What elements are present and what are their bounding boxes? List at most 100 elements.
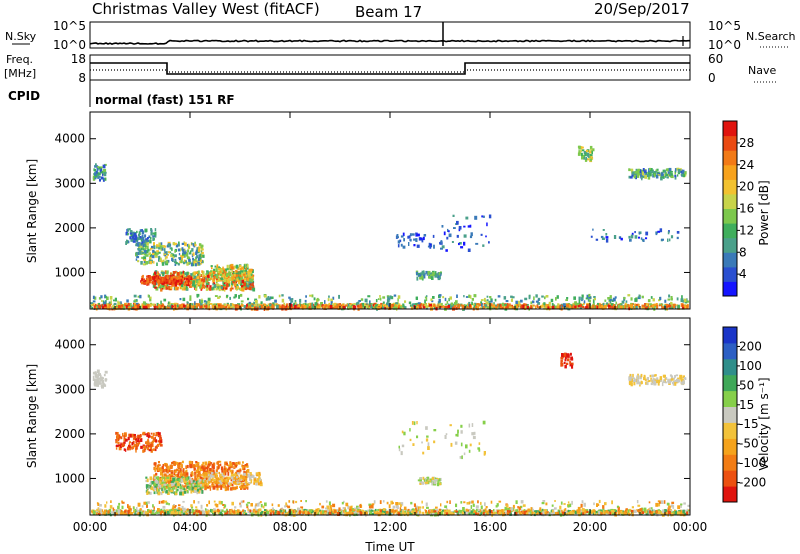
data-cell: [186, 271, 189, 275]
data-cell: [242, 500, 245, 503]
data-cell: [265, 298, 268, 301]
data-cell: [158, 511, 161, 514]
data-cell: [127, 240, 130, 244]
site-title: Christmas Valley West (fitACF): [92, 0, 320, 18]
data-cell: [93, 305, 96, 310]
data-cell: [505, 300, 509, 303]
data-cell: [456, 220, 459, 225]
data-cell: [283, 302, 286, 305]
data-cell: [409, 238, 412, 242]
data-cell: [160, 287, 163, 292]
data-cell: [189, 283, 192, 286]
data-cell: [147, 501, 150, 504]
data-cell: [195, 287, 198, 291]
data-cell: [141, 242, 144, 246]
data-cell: [178, 241, 180, 244]
data-cell: [674, 511, 676, 515]
data-cell: [264, 502, 267, 507]
data-cell: [255, 510, 258, 513]
data-cell: [373, 500, 376, 504]
data-cell: [132, 445, 135, 449]
data-cell: [99, 304, 102, 309]
data-cell: [415, 238, 418, 242]
data-cell: [524, 297, 528, 301]
data-cell: [641, 306, 645, 309]
data-cell: [137, 251, 140, 256]
data-cell: [151, 276, 154, 279]
data-cell: [441, 245, 445, 249]
data-cell: [202, 510, 206, 513]
data-cell: [367, 509, 371, 512]
data-cell: [661, 303, 663, 306]
data-cell: [231, 276, 235, 280]
data-cell: [380, 302, 382, 306]
data-cell: [602, 229, 605, 231]
data-cell: [546, 511, 549, 514]
data-cell: [165, 502, 169, 505]
data-cell: [251, 304, 254, 309]
data-cell: [631, 506, 634, 509]
data-cell: [174, 304, 176, 308]
data-cell: [222, 504, 225, 506]
data-cell: [545, 295, 549, 298]
data-cell: [598, 510, 600, 515]
data-cell: [326, 505, 329, 510]
data-cell: [95, 163, 97, 167]
data-cell: [510, 298, 513, 302]
data-cell: [159, 509, 163, 512]
data-cell: [400, 235, 404, 238]
data-cell: [144, 251, 147, 254]
data-cell: [514, 304, 517, 307]
data-cell: [432, 272, 435, 277]
data-cell: [451, 241, 454, 243]
freq-panel: Freq. [MHz] 18 8 60 0 Nave: [4, 52, 776, 85]
data-cell: [416, 271, 418, 276]
data-cell: [345, 502, 349, 507]
data-cell: [200, 249, 203, 254]
data-cell: [600, 510, 602, 513]
data-cell: [591, 511, 593, 514]
data-cell: [171, 247, 173, 251]
data-cell: [182, 278, 184, 282]
data-cell: [141, 236, 144, 240]
data-cell: [170, 512, 174, 516]
data-cell: [162, 305, 166, 308]
data-cell: [239, 267, 243, 271]
data-cell: [590, 235, 593, 238]
data-cell: [180, 508, 183, 511]
data-cell: [141, 278, 144, 281]
nsky-tick-top-left: 10^5: [53, 19, 86, 33]
data-cell: [109, 296, 113, 300]
data-cell: [538, 306, 540, 309]
data-cell: [410, 306, 414, 310]
data-cell: [247, 285, 250, 290]
data-cell: [204, 285, 207, 288]
data-cell: [493, 302, 495, 306]
data-cell: [356, 304, 359, 308]
data-cell: [407, 508, 410, 511]
data-cell: [233, 265, 237, 269]
data-cell: [412, 508, 415, 511]
data-cell: [628, 305, 631, 308]
data-cell: [423, 271, 425, 275]
data-cell: [180, 259, 183, 263]
data-cell: [527, 508, 530, 512]
data-cell: [648, 501, 651, 504]
data-cell: [495, 511, 498, 514]
data-cell: [325, 507, 328, 510]
data-cell: [497, 510, 500, 514]
data-cell: [653, 509, 656, 513]
data-cell: [165, 306, 168, 309]
data-cell: [469, 295, 472, 299]
data-cell: [283, 509, 286, 512]
data-cell: [652, 511, 655, 514]
data-cell: [660, 172, 664, 176]
data-cell: [657, 173, 660, 176]
data-cell: [126, 228, 128, 233]
data-cell: [441, 225, 444, 228]
data-cell: [356, 512, 359, 516]
data-cell: [178, 512, 182, 516]
data-cell: [217, 509, 220, 513]
data-cell: [481, 306, 484, 309]
data-cell: [172, 281, 175, 285]
